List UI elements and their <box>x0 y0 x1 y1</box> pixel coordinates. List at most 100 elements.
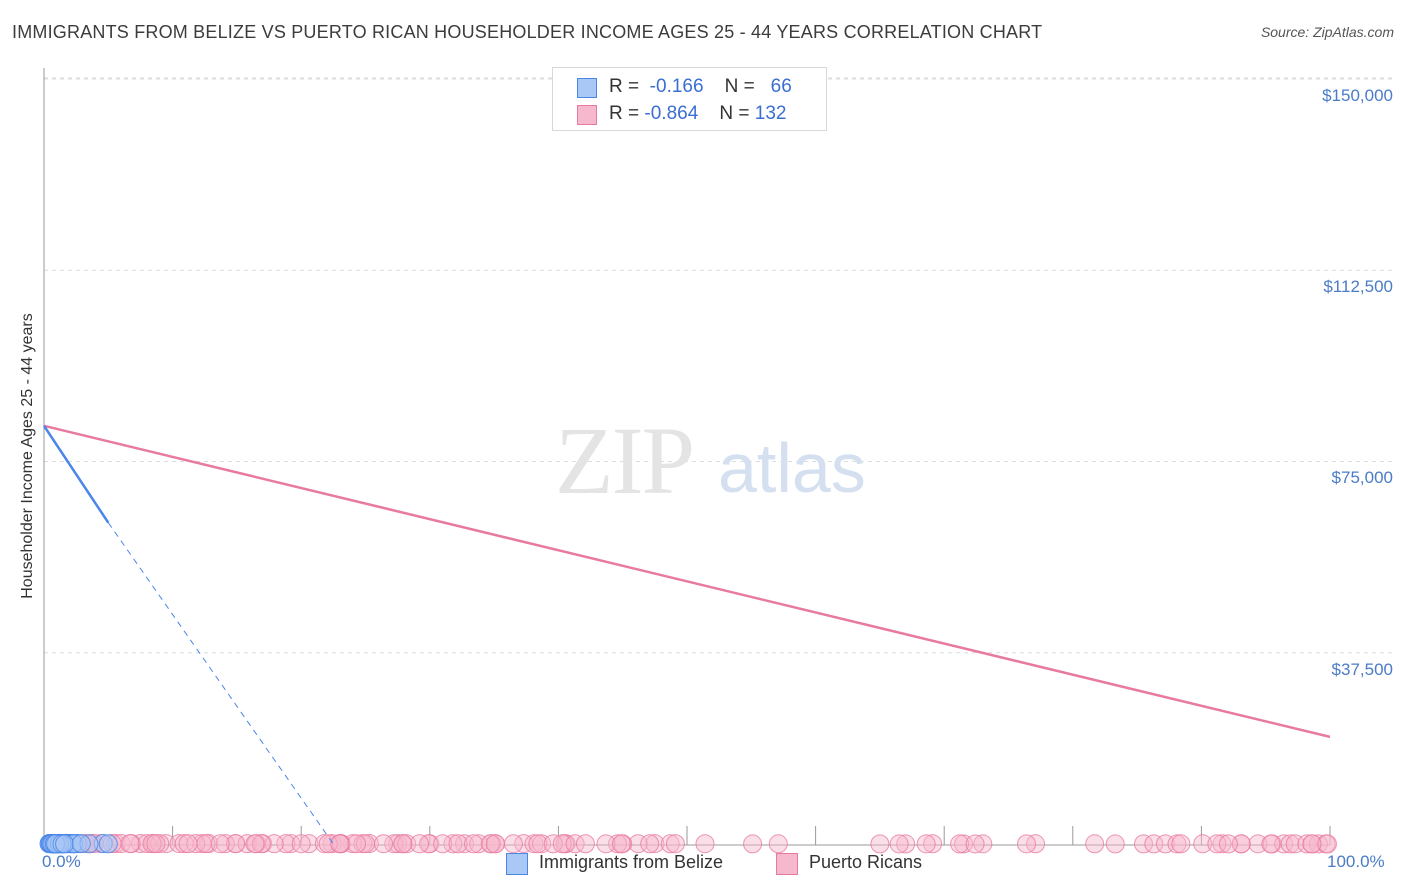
data-point-puerto-ricans <box>743 834 763 854</box>
data-point-puerto-ricans <box>1193 834 1213 854</box>
data-point-puerto-ricans <box>186 834 206 854</box>
data-point-puerto-ricans <box>528 834 548 854</box>
data-point-puerto-ricans <box>120 834 140 854</box>
data-point-puerto-ricans <box>1134 834 1154 854</box>
watermark-zip: ZIP <box>555 407 695 514</box>
x-tick-label: 100.0% <box>1327 852 1385 871</box>
data-point-puerto-ricans <box>665 834 685 854</box>
data-point-puerto-ricans <box>448 834 468 854</box>
data-point-puerto-ricans <box>596 834 616 854</box>
gridlines <box>44 77 1393 654</box>
x-tick-label: 0.0% <box>42 852 81 871</box>
data-point-puerto-ricans <box>443 834 463 854</box>
legend-swatch-pink <box>577 105 597 125</box>
data-point-puerto-ricans <box>645 834 665 854</box>
data-point-puerto-ricans <box>480 834 500 854</box>
data-point-puerto-ricans <box>469 834 489 854</box>
series-puerto-ricans <box>51 834 1337 854</box>
data-point-puerto-ricans <box>1317 834 1337 854</box>
watermark-atlas: atlas <box>718 429 866 507</box>
data-point-puerto-ricans <box>973 834 993 854</box>
data-point-puerto-ricans <box>374 834 394 854</box>
data-point-puerto-ricans <box>1261 834 1281 854</box>
data-point-puerto-ricans <box>1155 834 1175 854</box>
axes <box>43 68 1331 846</box>
n-value: 66 <box>770 76 792 97</box>
data-point-puerto-ricans <box>565 834 585 854</box>
chart-title: IMMIGRANTS FROM BELIZE VS PUERTO RICAN H… <box>12 22 1043 42</box>
data-point-puerto-ricans <box>318 834 338 854</box>
data-point-puerto-ricans <box>215 834 235 854</box>
data-point-puerto-ricans <box>695 834 715 854</box>
y-tick-label: $150,000 <box>1322 86 1393 105</box>
data-point-puerto-ricans <box>1085 834 1105 854</box>
data-point-puerto-ricans <box>575 834 595 854</box>
data-point-puerto-ricans <box>410 834 430 854</box>
data-point-puerto-ricans <box>1285 834 1305 854</box>
data-point-puerto-ricans <box>485 834 505 854</box>
data-point-puerto-ricans <box>950 834 970 854</box>
r-value: -0.166 <box>649 76 704 97</box>
legend-swatch-blue <box>506 853 528 875</box>
data-point-puerto-ricans <box>1280 834 1300 854</box>
data-point-puerto-ricans <box>889 834 909 854</box>
data-point-puerto-ricans <box>393 834 413 854</box>
data-point-puerto-ricans <box>433 834 453 854</box>
data-point-puerto-ricans <box>1297 834 1317 854</box>
data-point-belize <box>55 834 75 854</box>
data-point-puerto-ricans <box>611 834 631 854</box>
data-point-puerto-ricans <box>226 834 246 854</box>
y-tick-label: $112,500 <box>1323 277 1393 296</box>
data-point-puerto-ricans <box>1144 834 1164 854</box>
data-point-puerto-ricans <box>146 834 166 854</box>
legend-label: Immigrants from Belize <box>539 852 724 872</box>
data-point-puerto-ricans <box>346 834 366 854</box>
data-point-belize <box>98 834 118 854</box>
data-point-puerto-ricans <box>896 834 916 854</box>
data-point-puerto-ricans <box>1171 834 1191 854</box>
data-point-puerto-ricans <box>1218 834 1238 854</box>
data-point-puerto-ricans <box>330 834 350 854</box>
data-point-puerto-ricans <box>965 834 985 854</box>
series-belize <box>39 833 118 854</box>
legend-swatch-blue <box>577 78 597 98</box>
data-point-puerto-ricans <box>196 834 216 854</box>
n-label: N = <box>719 103 750 124</box>
data-point-puerto-ricans <box>1017 834 1037 854</box>
data-point-puerto-ricans <box>923 834 943 854</box>
chart-source: Source: ZipAtlas.com <box>1260 24 1394 40</box>
data-point-puerto-ricans <box>464 834 484 854</box>
data-point-puerto-ricans <box>291 834 311 854</box>
trend-line-belize <box>42 425 110 524</box>
data-point-puerto-ricans <box>276 834 296 854</box>
legend-swatch-pink <box>776 853 798 875</box>
r-label: R = <box>609 103 640 124</box>
data-point-belize <box>71 834 91 854</box>
data-point-puerto-ricans <box>640 834 660 854</box>
trend-line-belize-extension <box>107 522 334 845</box>
data-point-puerto-ricans <box>178 834 198 854</box>
legend-label: Puerto Ricans <box>809 852 923 872</box>
r-label: R = <box>609 76 640 97</box>
n-label: N = <box>724 76 755 97</box>
data-point-puerto-ricans <box>660 834 680 854</box>
y-axis-label: Householder Income Ages 25 - 44 years <box>19 313 36 599</box>
stats-legend: R = -0.166 N = 66 R = -0.864 N = 132 <box>552 67 827 131</box>
data-point-puerto-ricans <box>1212 834 1232 854</box>
trend-lines <box>42 424 1331 845</box>
data-point-puerto-ricans <box>768 834 788 854</box>
data-point-puerto-ricans <box>870 834 890 854</box>
data-point-puerto-ricans <box>251 834 271 854</box>
data-point-puerto-ricans <box>628 834 648 854</box>
data-point-puerto-ricans <box>299 834 319 854</box>
n-value: 132 <box>754 103 787 124</box>
data-point-puerto-ricans <box>503 834 523 854</box>
y-tick-label: $37,500 <box>1331 660 1393 679</box>
trend-line-puerto-ricans <box>43 424 1331 739</box>
data-point-puerto-ricans <box>1105 834 1125 854</box>
y-tick-label: $75,000 <box>1331 468 1393 487</box>
r-value: -0.864 <box>644 103 699 124</box>
data-point-puerto-ricans <box>1207 834 1227 854</box>
data-point-puerto-ricans <box>916 834 936 854</box>
